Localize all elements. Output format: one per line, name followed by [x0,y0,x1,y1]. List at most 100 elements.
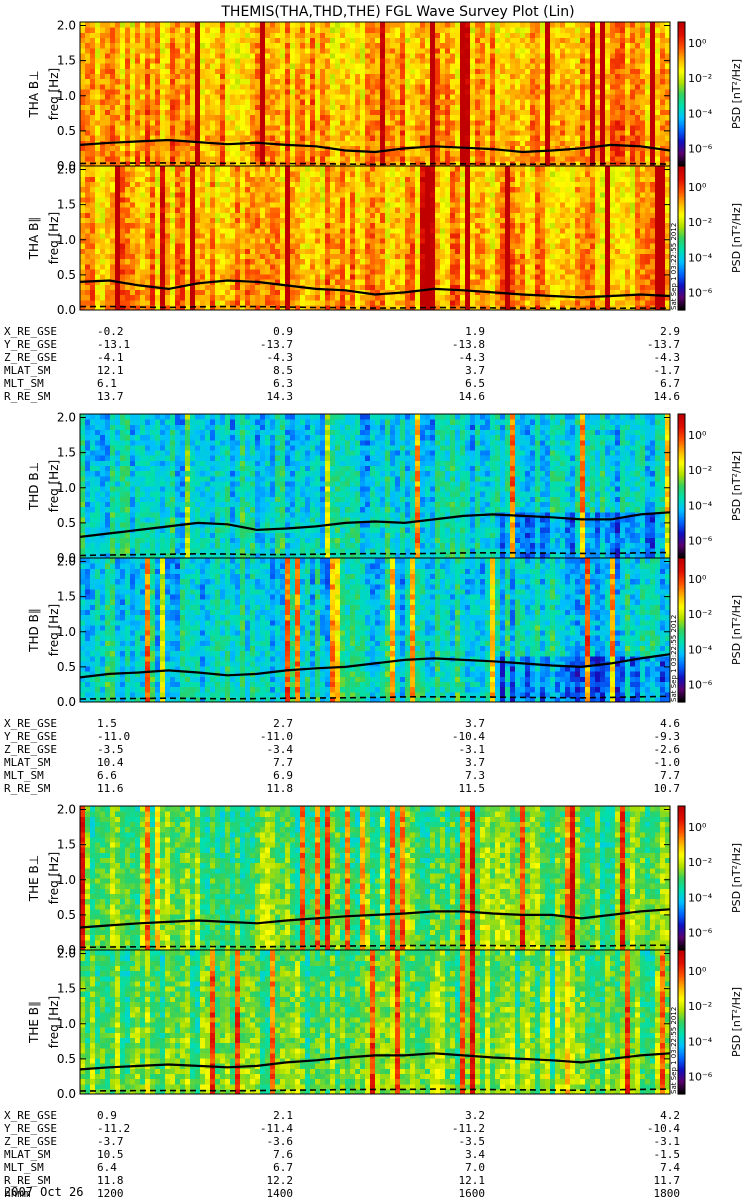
panel-ylabel: THA B⊥ [27,70,41,118]
freq-tick-label: 0.5 [57,660,76,674]
ephemeris-value: -3.5 [97,743,124,756]
ephemeris-value: 12.1 [97,364,124,377]
ephemeris-value: 7.6 [273,1148,293,1161]
freq-tick-label: 0.0 [57,1087,76,1101]
freq-tick-label: 0.0 [57,551,76,565]
freq-tick-label: 1.5 [57,198,76,212]
ephemeris-value: -11.0 [260,730,293,743]
colorbar-tick-label: 10⁻⁶ [688,142,713,155]
colorbar-label: PSD [nT²/Hz] [730,451,743,521]
ephemeris-value: 10.7 [654,782,681,795]
freq-tick-label: 1.0 [57,481,76,495]
freq-tick-label: 1.0 [57,89,76,103]
colorbar-tick-label: 10⁻² [688,608,712,621]
ephemeris-value: -1.5 [654,1148,681,1161]
ephemeris-value: -2.6 [654,743,681,756]
gyrofrequency-line [79,1052,671,1071]
colorbar-tick-label: 10⁻⁴ [688,107,713,120]
timestamp-stamp: Sat Sep 1 03:22:55 2012 [670,615,678,702]
ephemeris-label: X_RE_GSE [4,1109,57,1122]
gyrofrequency-line [79,279,671,299]
ephemeris-table: X_RE_GSE 1.5 2.7 3.7 4.6 Y_RE_GSE -11.0 -11.0 -1… [4,717,680,795]
ephemeris-label: Z_RE_GSE [4,1135,57,1148]
ephemeris-value: 13.7 [97,390,124,403]
gyrofrequency-line [79,653,671,679]
colorbar-tick-label: 10⁻² [688,216,712,229]
ephemeris-table: X_RE_GSE -0.2 0.9 1.9 2.9Y_RE_GSE -13.1 -13.7-… [4,325,680,403]
ephemeris-value: -4.3 [654,351,681,364]
freq-axis-label: freq [Hz] [47,604,61,656]
freq-tick-label: 0.0 [57,695,76,709]
spectrogram-panel: 0.0 0.5 1.0 1.5 2.0 freq [Hz] THA B∥ 10⁰ 10⁻² 10⁻… [27,163,743,317]
ephemeris-value: 12.2 [267,1174,294,1187]
ephemeris-label: Z_RE_GSE [4,351,57,364]
colorbar-tick-label: 10⁻⁶ [688,1070,713,1083]
freq-tick-label: 0.5 [57,268,76,282]
ephemeris-value: 4.2 [660,1109,680,1122]
colorbar-tick-label: 10⁻⁴ [688,1035,713,1048]
ephemeris-value: -10.4 [452,730,485,743]
ephemeris-value: 11.8 [97,1174,124,1187]
colorbar: 10⁰ 10⁻² 10⁻⁴ 10⁻⁶ PSD [nT²/Hz] [677,557,743,703]
freq-tick-label: 2.0 [57,803,76,817]
panel-ylabel: THD B⊥ [27,462,41,511]
spectrogram-panel: 0.0 0.5 1.0 1.5 2.0 freq [Hz] THD B⊥ 10⁰ 10⁻² 10⁻… [27,411,743,565]
freq-tick-label: 2.0 [57,947,76,961]
panel-ylabel: THA B∥ [27,217,41,261]
ephemeris-value: -4.3 [459,351,486,364]
ephemeris-value: -11.2 [97,1122,130,1135]
ephemeris-value: 7.0 [465,1161,485,1174]
ephemeris-label: R_RE_SM [4,782,51,795]
colorbar-tick-label: 10⁻² [688,1000,712,1013]
colorbar-tick-label: 10⁻² [688,856,712,869]
ephemeris-value: 3.4 [465,1148,485,1161]
date-label: 2007 Oct 26 [4,1185,83,1199]
freq-tick-label: 1.5 [57,54,76,68]
gyrofrequency-line [79,511,671,538]
ephemeris-value: 3.7 [465,364,485,377]
ephemeris-value: -3.5 [459,1135,486,1148]
colorbar-label: PSD [nT²/Hz] [730,59,743,129]
ephemeris-value: -3.6 [267,1135,294,1148]
ephemeris-label: Y_RE_GSE [4,338,57,351]
freq-axis-label: freq [Hz] [47,68,61,120]
ephemeris-value: 2.1 [273,1109,293,1122]
freq-tick-label: 1.0 [57,625,76,639]
freq-tick-label: 0.0 [57,159,76,173]
ephemeris-value: 14.3 [267,390,294,403]
ephemeris-value: 10.4 [97,756,124,769]
ephemeris-value: 12.1 [459,1174,486,1187]
freq-axis-label: freq [Hz] [47,852,61,904]
freq-tick-label: 1.0 [57,233,76,247]
spectrogram-cells [80,414,671,559]
ephemeris-value: 4.6 [660,717,680,730]
ephemeris-label: MLT_SM [4,377,44,390]
ephemeris-label: MLT_SM [4,769,44,782]
freq-tick-label: 2.0 [57,555,76,569]
freq-tick-label: 2.0 [57,19,76,33]
ephemeris-label: MLT_SM [4,1161,44,1174]
ephemeris-value: 11.7 [654,1174,681,1187]
ephemeris-value: -1.0 [654,756,681,769]
freq-axis-label: freq [Hz] [47,212,61,264]
ephemeris-value: -4.1 [97,351,124,364]
ephemeris-value: -4.3 [267,351,294,364]
colorbar-tick-label: 10⁰ [688,429,707,442]
ephemeris-value: -10.4 [647,1122,680,1135]
ephemeris-value: 3.7 [465,717,485,730]
freq-axis-label: freq [Hz] [47,460,61,512]
ephemeris-value: 11.8 [267,782,294,795]
freq-tick-label: 0.5 [57,1052,76,1066]
ephemeris-value: -3.4 [267,743,294,756]
colorbar: 10⁰ 10⁻² 10⁻⁴ 10⁻⁶ PSD [nT²/Hz] [677,413,743,559]
ephemeris-value: 2.7 [273,717,293,730]
ephemeris-value: -3.7 [97,1135,124,1148]
colorbar-tick-label: 10⁻⁶ [688,286,713,299]
ephemeris-value: 14.6 [654,390,681,403]
ephemeris-value: -11.2 [452,1122,485,1135]
spectrogram-panel: 0.0 0.5 1.0 1.5 2.0 freq [Hz] THD B∥ 10⁰ 10⁻² 10⁻… [27,555,743,709]
colorbar: 10⁰ 10⁻² 10⁻⁴ 10⁻⁶ PSD [nT²/Hz] [677,805,743,951]
freq-tick-label: 1.5 [57,838,76,852]
ephemeris-value: -13.8 [452,338,485,351]
ephemeris-value: 11.6 [97,782,124,795]
